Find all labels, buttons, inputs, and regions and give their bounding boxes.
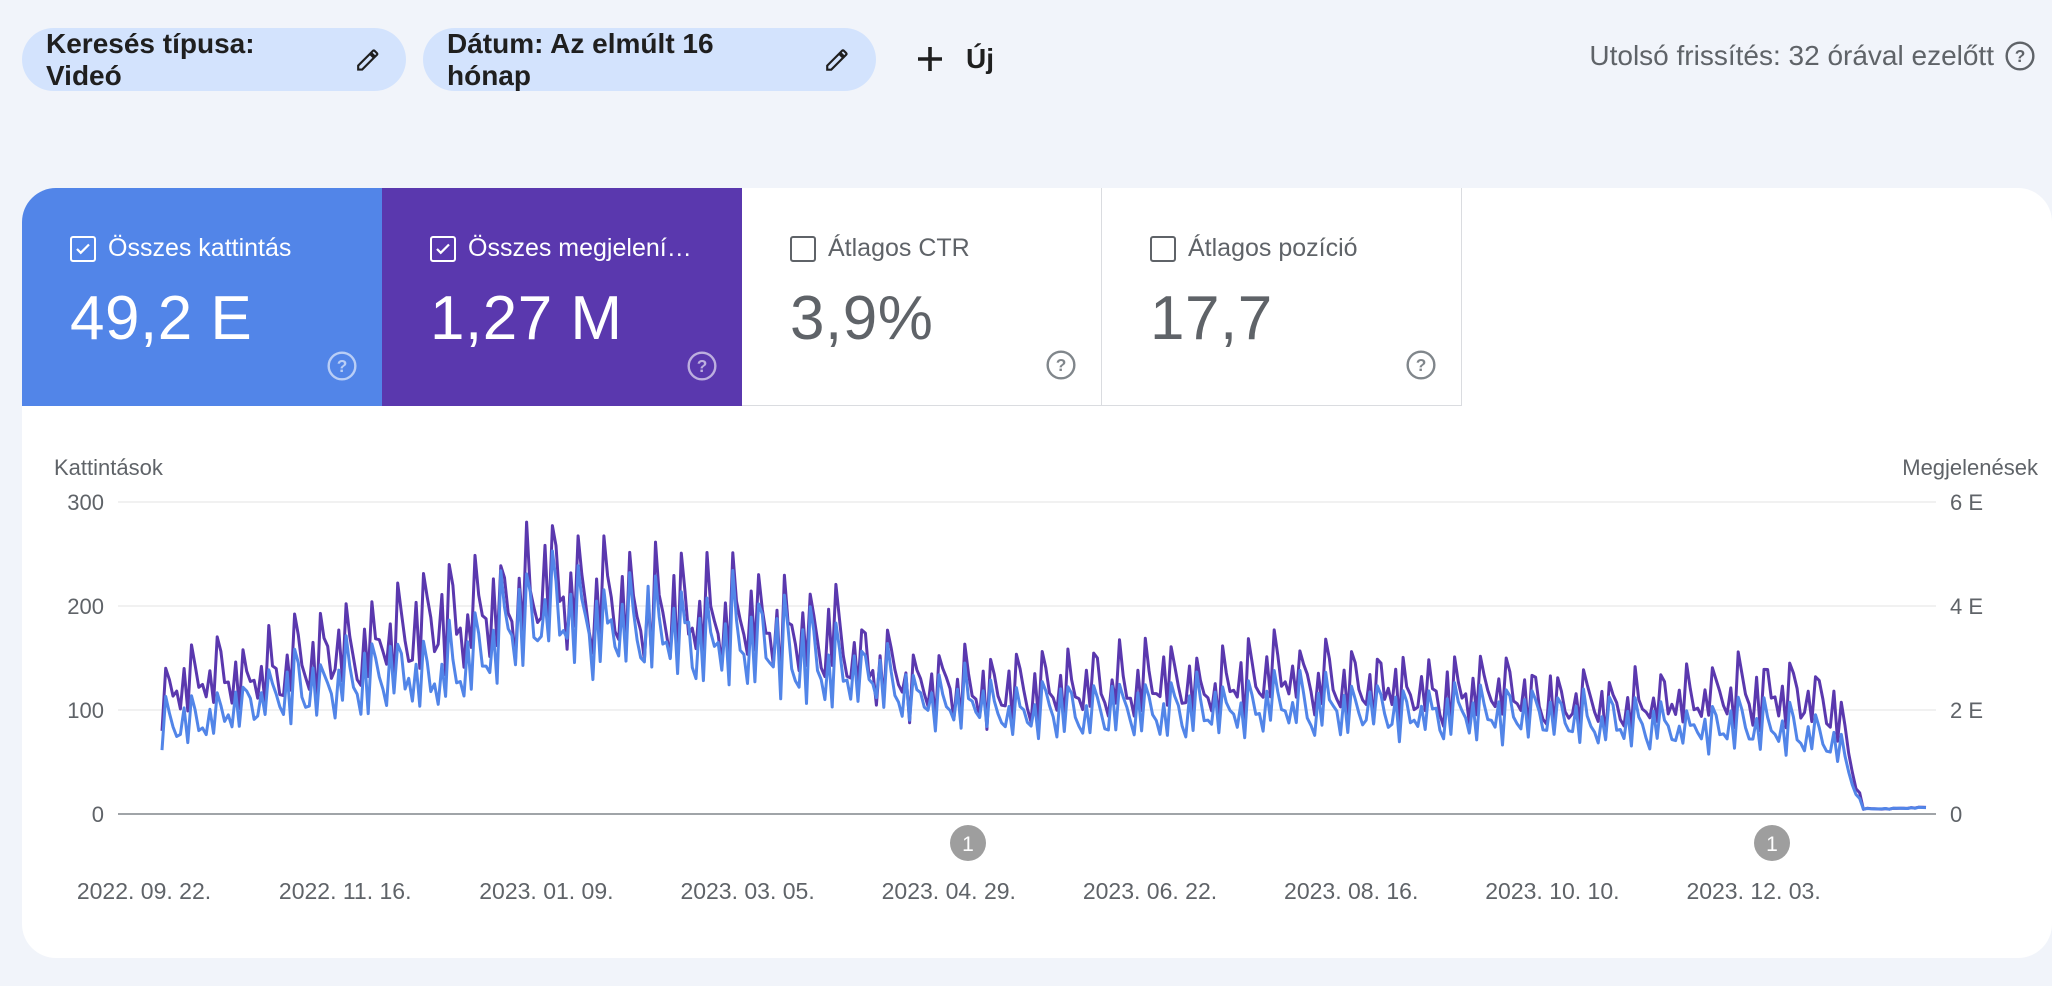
svg-text:?: ?	[2015, 46, 2026, 66]
metric-value: 1,27 M	[430, 284, 623, 353]
x-tick-label: 2023. 01. 09.	[479, 878, 613, 904]
metric-total-impressions[interactable]: Összes megjelení… 1,27 M ?	[382, 188, 742, 406]
annotation-dot	[950, 825, 986, 861]
svg-text:?: ?	[1056, 355, 1067, 375]
left-axis-title: Kattintások	[54, 455, 164, 480]
search-type-filter-label: Keresés típusa: Videó	[46, 27, 255, 91]
metric-label: Összes megjelení…	[468, 234, 692, 262]
svg-text:?: ?	[337, 356, 348, 376]
svg-text:?: ?	[1416, 355, 1427, 375]
metric-total-clicks[interactable]: Összes kattintás 49,2 E ?	[22, 188, 382, 406]
search-type-filter-chip[interactable]: Keresés típusa: Videó	[22, 28, 406, 91]
annotation-marker[interactable]: 1	[1754, 825, 1790, 861]
metric-average-ctr[interactable]: Átlagos CTR 3,9% ?	[742, 188, 1102, 406]
clicks-series-line[interactable]	[160, 549, 1927, 811]
x-tick-label: 2022. 09. 22.	[77, 878, 211, 904]
annotation-label: 1	[962, 833, 974, 856]
right-tick-label: 6 E	[1950, 490, 1983, 515]
help-icon[interactable]: ?	[686, 350, 718, 382]
help-icon[interactable]: ?	[1045, 349, 1077, 381]
annotation-dot	[1754, 825, 1790, 861]
x-tick-label: 2023. 06. 22.	[1083, 878, 1217, 904]
x-tick-label: 2023. 10. 10.	[1485, 878, 1619, 904]
right-tick-label: 2 E	[1950, 698, 1983, 723]
checkbox-checked-icon[interactable]	[430, 235, 456, 262]
help-icon[interactable]: ?	[1405, 349, 1437, 381]
last-update-text: Utolsó frissítés: 32 órával ezelőtt	[1589, 40, 1994, 71]
performance-chart[interactable]: Kattintások Megjelenések 0 0 100 2 E 200 4 E 3…	[22, 188, 2052, 958]
metric-average-position[interactable]: Átlagos pozíció 17,7 ?	[1102, 188, 1462, 406]
left-tick-label: 200	[67, 594, 104, 619]
date-filter-chip[interactable]: Dátum: Az elmúlt 16 hónap	[423, 28, 876, 91]
pencil-icon	[826, 48, 848, 71]
add-filter-label: Új	[966, 43, 994, 74]
checkbox-unchecked-icon[interactable]	[790, 235, 816, 262]
x-tick-label: 2023. 04. 29.	[882, 878, 1016, 904]
metric-value: 3,9%	[790, 284, 934, 353]
date-filter-label: Dátum: Az elmúlt 16 hónap	[447, 27, 714, 91]
left-tick-label: 300	[67, 490, 104, 515]
add-filter-button[interactable]: Új	[912, 34, 994, 84]
pencil-icon	[356, 48, 378, 71]
metric-label: Átlagos pozíció	[1188, 234, 1358, 262]
help-icon[interactable]: ?	[2004, 40, 2036, 72]
svg-text:?: ?	[697, 356, 708, 376]
x-tick-label: 2023. 08. 16.	[1284, 878, 1418, 904]
left-tick-label: 0	[92, 802, 104, 827]
plus-icon	[918, 47, 942, 71]
right-tick-label: 0	[1950, 802, 1962, 827]
checkbox-checked-icon[interactable]	[70, 235, 96, 262]
metric-value: 17,7	[1150, 284, 1273, 353]
x-tick-label: 2023. 12. 03.	[1686, 878, 1820, 904]
performance-card: Összes kattintás 49,2 E ? Összes megjele…	[22, 188, 2052, 958]
last-update-info: Utolsó frissítés: 32 órával ezelőtt ?	[1589, 40, 2036, 72]
metric-label: Összes kattintás	[108, 234, 292, 262]
left-tick-label: 100	[67, 698, 104, 723]
x-tick-label: 2023. 03. 05.	[680, 878, 814, 904]
x-tick-label: 2022. 11. 16.	[279, 878, 412, 904]
annotation-marker[interactable]: 1	[950, 825, 986, 861]
metric-label: Átlagos CTR	[828, 234, 970, 262]
annotation-label: 1	[1766, 833, 1778, 856]
checkbox-unchecked-icon[interactable]	[1150, 235, 1176, 262]
right-tick-label: 4 E	[1950, 594, 1983, 619]
help-icon[interactable]: ?	[326, 350, 358, 382]
metric-value: 49,2 E	[70, 284, 253, 353]
right-axis-title: Megjelenések	[1902, 455, 2039, 480]
